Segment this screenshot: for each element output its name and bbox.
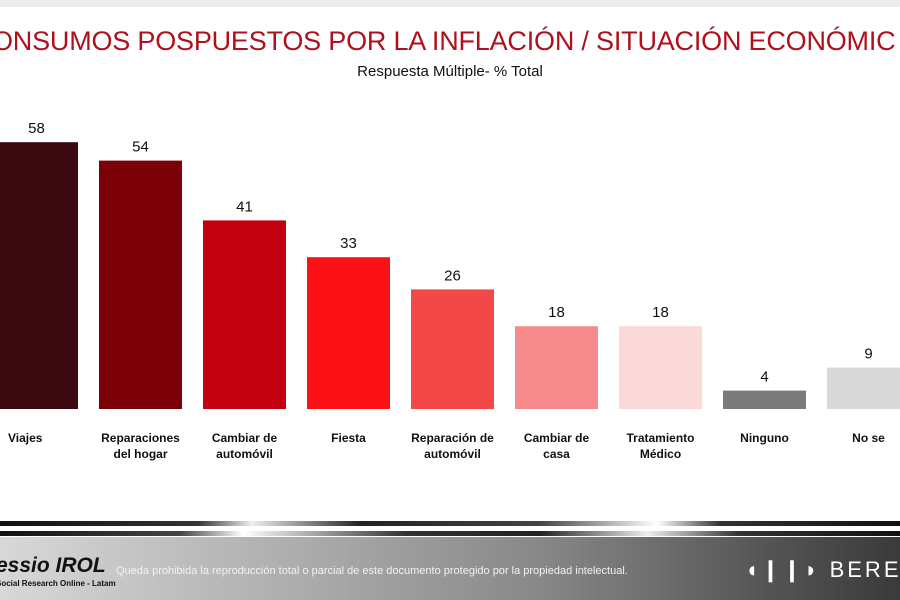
bar [307,257,390,409]
category-label: Viajes [8,431,43,445]
category-label: Fiesta [331,431,366,445]
bar [827,367,900,409]
data-label: 54 [132,139,149,156]
category-label: Cambiar de casa [524,431,590,461]
data-label: 26 [444,267,461,284]
brand-logo-right-text: BERENS [829,557,900,582]
category-label: Cambiar de automóvil [212,431,278,461]
category-label: No se [852,431,885,445]
bar-chart: 58 Viajes 54 Reparaciones del hogar 41 Cambiar… [0,120,900,461]
data-label: 4 [760,369,768,386]
bar [515,326,598,409]
category-label: Tratamiento Médico [626,431,694,461]
decorative-stripe [0,521,900,526]
bar [0,142,78,409]
data-label: 18 [652,304,669,321]
bar [203,220,286,409]
brand-logo-right: ◖❙❙◗ BERENS [745,557,900,583]
chart-title: ONSUMOS POSPUESTOS POR LA INFLACIÓN / SI… [0,26,896,56]
data-label: 33 [340,235,357,252]
category-label: Reparaciones del hogar [101,431,180,461]
brand-logo-left-text: essio IROL [0,554,106,577]
top-bar [0,0,900,7]
bar [99,160,182,409]
category-label: Reparación de automóvil [411,431,494,461]
bar [411,289,494,409]
bar [619,326,702,409]
chart-subtitle: Respuesta Múltiple- % Total [357,63,543,80]
footer-disclaimer: Queda prohibida la reproducción total o … [116,565,628,577]
data-label: 9 [864,346,872,363]
brand-logo-left: essio IROL Social Research Online - Latam [0,554,116,588]
brand-logo-left-tagline: Social Research Online - Latam [0,579,116,588]
brand-mark-icon: ◖❙❙◗ [745,557,821,582]
footer: essio IROL Social Research Online - Latam… [0,537,900,600]
bar [723,390,806,409]
data-label: 58 [28,120,45,137]
category-label: Ninguno [740,431,789,445]
data-label: 41 [236,198,253,215]
decorative-stripe [0,531,900,536]
data-label: 18 [548,304,565,321]
